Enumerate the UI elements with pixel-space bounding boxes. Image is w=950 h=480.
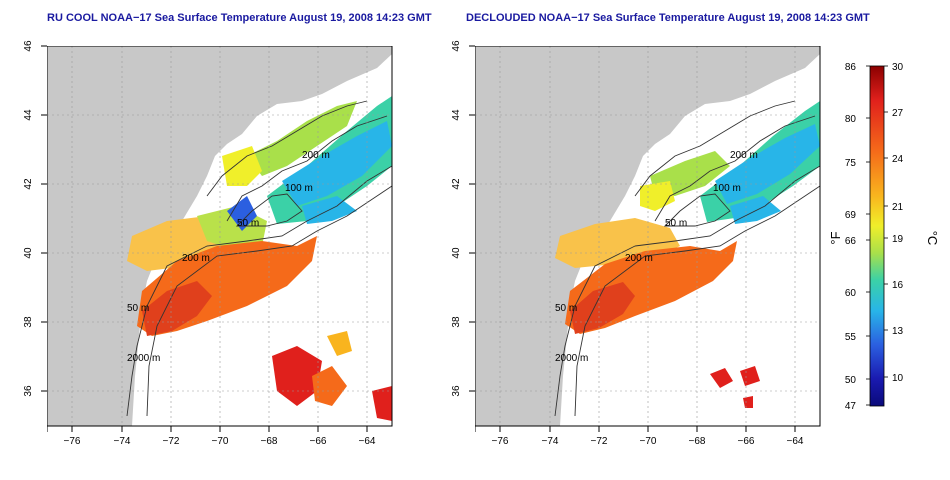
contour-label: 2000 m bbox=[555, 353, 588, 364]
contour-label: 200 m bbox=[730, 150, 758, 161]
y-tick-label: 40 bbox=[451, 247, 462, 259]
f-tick-label: 55 bbox=[845, 332, 857, 343]
contour-label: 100 m bbox=[285, 183, 313, 194]
y-axis: 46 44 42 40 38 36 bbox=[23, 40, 47, 397]
contour-label: 50 m bbox=[555, 303, 577, 314]
y-tick-label: 42 bbox=[451, 178, 462, 190]
contour-labels: 200 m 100 m 50 m 200 m 50 m 2000 m bbox=[127, 150, 330, 364]
contour-label: 200 m bbox=[625, 253, 653, 264]
c-tick-label: 10 bbox=[892, 373, 904, 384]
contour-label: 50 m bbox=[665, 218, 687, 229]
y-tick-label: 46 bbox=[451, 40, 462, 52]
c-tick-label: 21 bbox=[892, 202, 904, 213]
y-tick-label: 38 bbox=[23, 316, 34, 328]
x-tick-label: −66 bbox=[310, 436, 327, 447]
contour-label: 50 m bbox=[237, 218, 259, 229]
f-tick-label: 75 bbox=[845, 158, 857, 169]
contour-label: 2000 m bbox=[127, 353, 160, 364]
celsius-ticks: 30 27 24 21 19 16 13 10 bbox=[892, 62, 904, 384]
x-tick-label: −76 bbox=[64, 436, 81, 447]
f-tick-label: 47 bbox=[845, 401, 857, 412]
c-tick-label: 30 bbox=[892, 62, 904, 73]
land-mass bbox=[47, 46, 392, 426]
map-grid bbox=[475, 46, 820, 426]
y-axis: 46 44 42 40 38 36 bbox=[451, 40, 475, 397]
contour-label: 200 m bbox=[302, 150, 330, 161]
celsius-tick-marks bbox=[884, 65, 888, 378]
x-tick-label: −72 bbox=[163, 436, 180, 447]
c-tick-label: 27 bbox=[892, 108, 904, 119]
bathymetry-contours bbox=[126, 100, 392, 417]
right-map-panel: 200 m 100 m 50 m 200 m 50 m 2000 m −76 −… bbox=[451, 40, 845, 480]
bathymetry-contours bbox=[554, 100, 820, 417]
c-tick-label: 16 bbox=[892, 280, 904, 291]
c-tick-label: 24 bbox=[892, 154, 904, 165]
f-tick-label: 60 bbox=[845, 288, 857, 299]
celsius-unit-label: °C bbox=[925, 231, 940, 246]
y-tick-label: 44 bbox=[23, 109, 34, 121]
x-axis-ticks: −76 −74 −72 −70 −68 −66 −64 bbox=[474, 426, 804, 447]
x-tick-label: −70 bbox=[212, 436, 229, 447]
temperature-colorbar: 86 80 75 69 66 60 55 50 47 30 27 24 21 1… bbox=[820, 60, 945, 425]
y-tick-label: 40 bbox=[23, 247, 34, 259]
x-tick-label: −76 bbox=[492, 436, 509, 447]
sst-swath bbox=[127, 96, 392, 421]
y-tick-label: 46 bbox=[23, 40, 34, 52]
x-tick-label: −72 bbox=[591, 436, 608, 447]
right-map-title: DECLOUDED NOAA−17 Sea Surface Temperatur… bbox=[466, 12, 870, 24]
left-map-title: RU COOL NOAA−17 Sea Surface Temperature … bbox=[47, 12, 432, 24]
f-tick-label: 86 bbox=[845, 62, 857, 73]
x-tick-label: −70 bbox=[640, 436, 657, 447]
contour-label: 50 m bbox=[127, 303, 149, 314]
y-tick-label: 38 bbox=[451, 316, 462, 328]
x-tick-label: −64 bbox=[787, 436, 804, 447]
x-tick-label: −66 bbox=[738, 436, 755, 447]
fahrenheit-unit-label: °F bbox=[828, 231, 843, 244]
contour-labels: 200 m 100 m 50 m 200 m 50 m 2000 m bbox=[555, 150, 758, 364]
x-tick-label: −74 bbox=[542, 436, 559, 447]
c-tick-label: 19 bbox=[892, 234, 904, 245]
x-tick-label: −64 bbox=[359, 436, 376, 447]
y-tick-label: 42 bbox=[23, 178, 34, 190]
x-tick-label: −74 bbox=[114, 436, 131, 447]
x-tick-label: −68 bbox=[261, 436, 278, 447]
colorbar-gradient bbox=[869, 65, 885, 407]
land-mass bbox=[475, 46, 820, 426]
y-tick-label: 36 bbox=[23, 385, 34, 397]
left-map-panel: 200 m 100 m 50 m 200 m 50 m 2000 m −76 −… bbox=[23, 40, 417, 480]
f-tick-label: 66 bbox=[845, 236, 857, 247]
y-tick-label: 36 bbox=[451, 385, 462, 397]
x-axis-ticks: −76 −74 −72 −70 −68 −66 −64 bbox=[46, 426, 376, 447]
fahrenheit-ticks: 86 80 75 69 66 60 55 50 47 bbox=[845, 62, 857, 412]
f-tick-label: 50 bbox=[845, 375, 857, 386]
contour-label: 200 m bbox=[182, 253, 210, 264]
fahrenheit-tick-marks bbox=[866, 65, 870, 406]
contour-label: 100 m bbox=[713, 183, 741, 194]
c-tick-label: 13 bbox=[892, 326, 904, 337]
y-tick-label: 44 bbox=[451, 109, 462, 121]
map-grid bbox=[47, 46, 392, 426]
f-tick-label: 69 bbox=[845, 210, 857, 221]
f-tick-label: 80 bbox=[845, 114, 857, 125]
x-tick-label: −68 bbox=[689, 436, 706, 447]
